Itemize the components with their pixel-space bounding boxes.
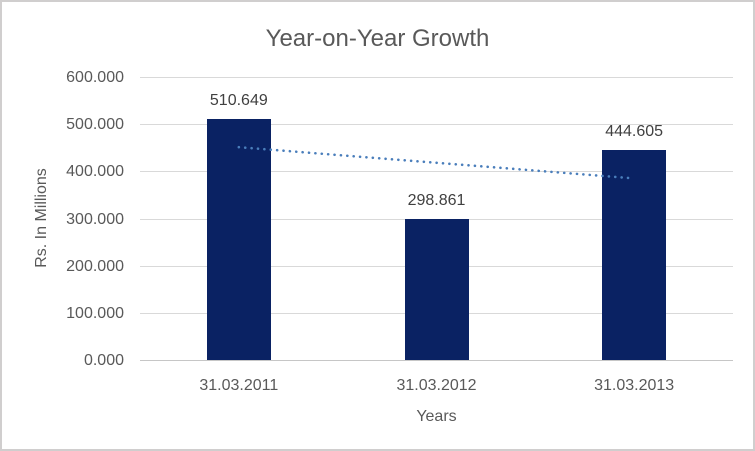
- bar: [602, 150, 667, 360]
- bar: [404, 219, 469, 360]
- x-tick-label: 31.03.2011: [199, 377, 279, 394]
- x-tick-label: 31.03.2013: [594, 377, 675, 394]
- bar: [206, 119, 271, 360]
- gridline: [140, 77, 733, 78]
- x-axis-title: Years: [416, 408, 457, 425]
- y-tick-label: 500.000: [66, 116, 124, 134]
- bar-data-label: 510.649: [209, 92, 268, 110]
- bar-data-label: 444.605: [605, 123, 664, 141]
- x-tick-label: 31.03.2012: [396, 377, 477, 394]
- y-tick-label: 600.000: [66, 69, 124, 86]
- y-tick-label: 200.000: [66, 257, 124, 275]
- trendline-segment: [237, 145, 636, 180]
- gridline: [140, 218, 733, 220]
- chart-title: Year-on-Year Growth: [265, 25, 490, 52]
- y-tick-label: 400.000: [66, 163, 124, 181]
- y-tick-label: 100.000: [66, 304, 124, 322]
- y-tick-label: 300.000: [66, 210, 124, 228]
- plot-area: 510.649 298.861 444.605: [140, 77, 733, 361]
- axis-baseline: [140, 360, 733, 361]
- y-tick-label: 0.000: [83, 352, 124, 369]
- gridline: [140, 124, 733, 126]
- bar-data-label: 298.861: [407, 192, 466, 210]
